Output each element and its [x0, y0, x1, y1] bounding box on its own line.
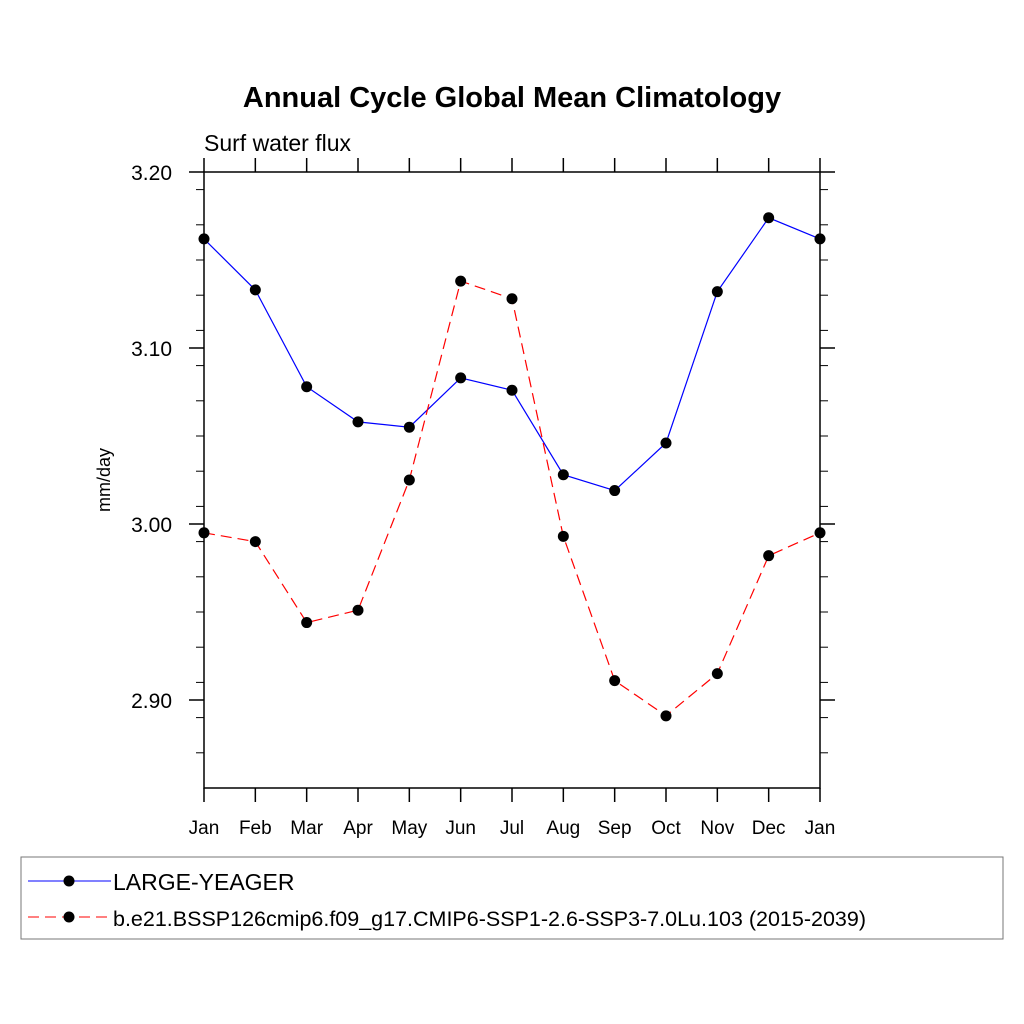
data-point — [301, 617, 313, 629]
legend-label-ssp-run: b.e21.BSSP126cmip6.f09_g17.CMIP6-SSP1-2.… — [113, 907, 866, 931]
plot-frame — [203, 171, 821, 789]
series-ssp-run — [198, 275, 826, 722]
legend-entry-ssp-run: b.e21.BSSP126cmip6.f09_g17.CMIP6-SSP1-2.… — [28, 907, 866, 931]
x-tick-label: Dec — [752, 818, 786, 839]
y-tick-label: 3.10 — [131, 338, 172, 361]
legend-entry-large-yeager: LARGE-YEAGER — [28, 869, 295, 895]
x-tick-label: Jul — [500, 818, 524, 839]
data-point — [711, 668, 723, 680]
y-tick-label: 2.90 — [131, 690, 172, 713]
data-point — [455, 372, 467, 384]
legend: LARGE-YEAGER b.e21.BSSP126cmip6.f09_g17.… — [20, 856, 1004, 940]
data-point — [403, 474, 415, 486]
data-point — [301, 381, 313, 393]
y-tick-label: 3.00 — [131, 514, 172, 537]
legend-marker-ssp-run — [63, 911, 75, 923]
x-tick-label: Jun — [445, 818, 476, 839]
x-tick-label: Nov — [700, 818, 734, 839]
legend-marker-large-yeager — [63, 875, 75, 887]
data-point — [763, 212, 775, 224]
data-point — [763, 550, 775, 562]
series-layer — [198, 212, 826, 722]
x-tick-label: Sep — [598, 818, 632, 839]
data-point — [403, 421, 415, 433]
minor-ticks — [196, 189, 828, 754]
data-point — [455, 275, 467, 287]
data-point — [609, 675, 621, 687]
data-point — [506, 293, 518, 305]
y-tick-label: 3.20 — [131, 162, 172, 185]
data-point — [249, 284, 261, 296]
x-tick-labels: Jan Feb Mar Apr May Jun Jul Aug Sep Oct Nov Dec Jan — [189, 818, 836, 839]
x-tick-label: Feb — [239, 818, 272, 839]
legend-box — [20, 856, 1004, 940]
x-tick-label: Jan — [805, 818, 836, 839]
major-ticks — [189, 158, 835, 802]
x-tick-label: Apr — [343, 818, 373, 839]
data-point — [711, 286, 723, 298]
x-tick-label: Mar — [290, 818, 323, 839]
data-point — [660, 437, 672, 449]
chart-subtitle: Surf water flux — [204, 130, 351, 156]
x-tick-label: Aug — [546, 818, 580, 839]
x-tick-label: Oct — [651, 818, 681, 839]
data-point — [352, 604, 364, 616]
data-point — [249, 536, 261, 548]
x-tick-label: May — [391, 818, 427, 839]
y-axis-label: mm/day — [94, 448, 114, 512]
y-tick-labels: 2.90 3.00 3.10 3.20 — [131, 162, 172, 713]
data-point — [352, 416, 364, 428]
data-point — [660, 710, 672, 722]
data-point — [609, 485, 621, 497]
data-point — [506, 384, 518, 396]
x-tick-label: Jan — [189, 818, 220, 839]
legend-label-large-yeager: LARGE-YEAGER — [113, 869, 295, 895]
chart-title: Annual Cycle Global Mean Climatology — [243, 82, 781, 114]
data-point — [557, 469, 569, 481]
data-point — [557, 530, 569, 542]
